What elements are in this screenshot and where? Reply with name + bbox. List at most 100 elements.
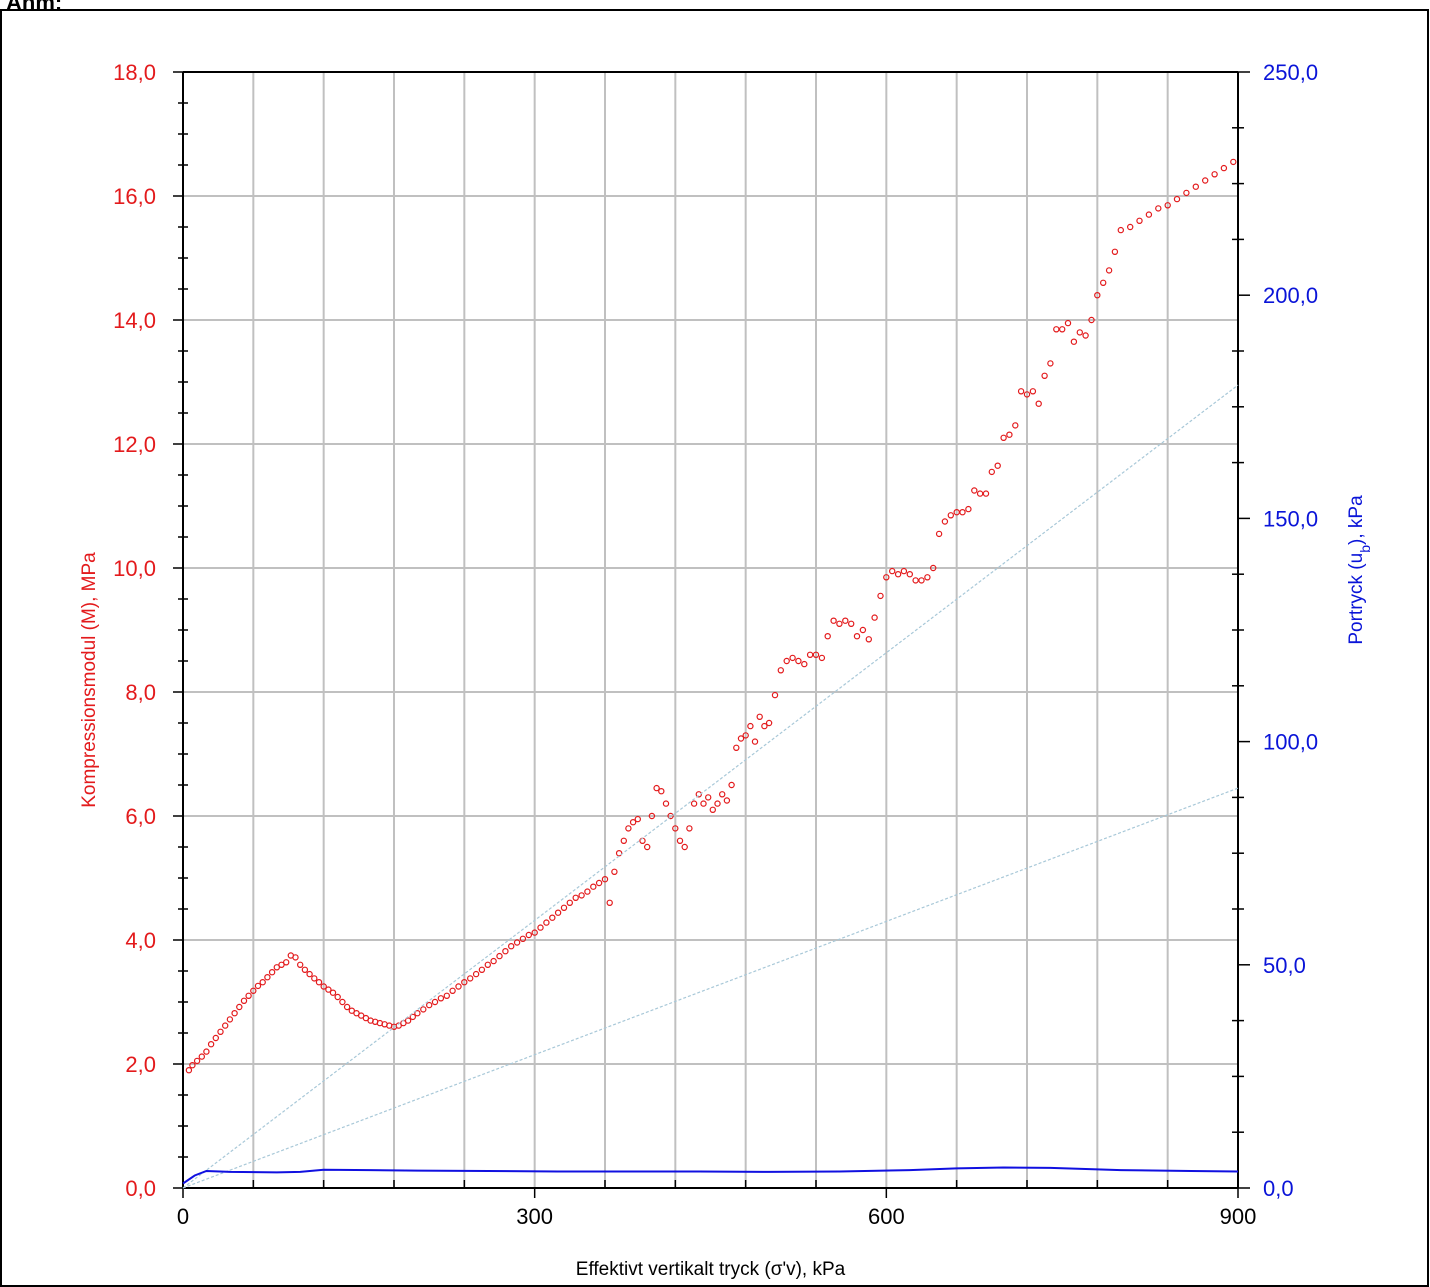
scatter-point bbox=[278, 961, 285, 969]
y-left-tick-label: 6,0 bbox=[125, 804, 156, 829]
x-tick-label: 600 bbox=[868, 1204, 905, 1229]
scatter-point bbox=[292, 954, 299, 961]
scatter-point bbox=[259, 979, 266, 986]
scatter-point bbox=[1145, 211, 1153, 218]
scatter-point bbox=[1192, 183, 1200, 190]
scatter-point bbox=[329, 989, 337, 996]
scatter-point bbox=[719, 791, 726, 798]
y-right-tick-label: 100,0 bbox=[1263, 730, 1318, 755]
scatter-point bbox=[658, 788, 665, 795]
scatter-point bbox=[686, 825, 693, 832]
scatter-point bbox=[496, 952, 503, 960]
scatter-point bbox=[1012, 422, 1019, 429]
scatter-point bbox=[478, 966, 486, 974]
scatter-point bbox=[414, 1010, 421, 1017]
y-left-tick-label: 8,0 bbox=[125, 680, 156, 705]
scatter-point bbox=[426, 1001, 433, 1009]
scatter-point bbox=[1076, 329, 1084, 336]
scatter-point bbox=[502, 948, 509, 955]
scatter-point bbox=[1023, 391, 1031, 398]
scatter-point bbox=[728, 781, 735, 789]
y-right-axis-title: Portryck (ub), kPa bbox=[1346, 495, 1373, 645]
scatter-point bbox=[1029, 388, 1037, 395]
scatter-point bbox=[584, 888, 591, 895]
scatter-point bbox=[1220, 164, 1228, 172]
scatter-point bbox=[437, 995, 445, 1002]
scatter-point bbox=[848, 620, 855, 628]
scatter-point bbox=[254, 982, 262, 990]
scatter-point bbox=[700, 800, 707, 807]
scatter-point bbox=[1099, 279, 1107, 286]
scatter-point bbox=[264, 974, 271, 981]
scatter-point bbox=[830, 617, 837, 624]
scatter-point bbox=[207, 1040, 215, 1048]
scatter-point bbox=[217, 1028, 224, 1036]
scatter-point bbox=[404, 1017, 412, 1024]
x-tick-label: 900 bbox=[1220, 1204, 1257, 1229]
scatter-point bbox=[714, 800, 721, 807]
scatter-point bbox=[709, 806, 717, 814]
scatter-point bbox=[226, 1016, 234, 1023]
scatter-point bbox=[765, 719, 773, 727]
scatter-point bbox=[508, 943, 515, 950]
scatter-point bbox=[1164, 202, 1171, 209]
reference-line bbox=[182, 787, 1239, 1189]
scatter-point bbox=[221, 1022, 229, 1029]
scatter-point bbox=[268, 969, 276, 976]
scatter-point bbox=[742, 732, 749, 739]
y-left-tick-label: 14,0 bbox=[113, 308, 156, 333]
scatter-point bbox=[409, 1013, 416, 1021]
scatter-point bbox=[484, 961, 491, 969]
scatter-point bbox=[245, 992, 252, 1000]
scatter-point bbox=[420, 1006, 427, 1013]
y-left-tick-label: 2,0 bbox=[125, 1052, 156, 1077]
y-left-tick-label: 12,0 bbox=[113, 432, 156, 457]
scatter-point bbox=[648, 812, 656, 820]
scatter-point bbox=[490, 957, 497, 965]
scatter-point bbox=[320, 983, 327, 990]
scatter-point bbox=[971, 487, 978, 494]
scatter-point bbox=[982, 490, 990, 497]
scatter-point bbox=[877, 592, 884, 600]
x-tick-label: 0 bbox=[177, 1204, 189, 1229]
scatter-point bbox=[871, 614, 878, 621]
scatter-point bbox=[1000, 434, 1007, 441]
scatter-point bbox=[959, 509, 966, 516]
scatter-point bbox=[653, 784, 660, 792]
scatter-point bbox=[601, 876, 609, 883]
scatter-point bbox=[513, 939, 521, 946]
scatter-point bbox=[801, 660, 808, 668]
scatter-point bbox=[1136, 217, 1143, 224]
scatter-point bbox=[531, 929, 538, 936]
scatter-point bbox=[662, 800, 670, 807]
scatter-point bbox=[348, 1007, 355, 1014]
scatter-point bbox=[1173, 195, 1181, 203]
y-left-tick-label: 16,0 bbox=[113, 184, 156, 209]
scatter-point bbox=[1126, 223, 1134, 231]
scatter-point bbox=[1082, 332, 1089, 339]
scatter-point bbox=[1111, 248, 1119, 255]
scatter-point bbox=[240, 997, 248, 1005]
scatter-point bbox=[789, 654, 796, 662]
scatter-point bbox=[193, 1057, 201, 1065]
scatter-point bbox=[1201, 177, 1209, 184]
scatter-point bbox=[681, 843, 688, 851]
scatter-point bbox=[777, 667, 785, 674]
reference-line bbox=[182, 384, 1239, 1189]
scatter-point bbox=[590, 883, 597, 890]
scatter-point bbox=[297, 961, 304, 969]
scatter-point bbox=[525, 931, 533, 939]
scatter-point bbox=[578, 892, 585, 899]
scatter-point bbox=[595, 879, 603, 887]
scatter-point bbox=[273, 964, 280, 971]
scatter-point bbox=[1105, 267, 1113, 274]
scatter-point bbox=[806, 651, 814, 659]
scatter-point bbox=[443, 992, 450, 1000]
scatter-point bbox=[672, 825, 679, 832]
scatter-point bbox=[560, 904, 568, 912]
scatter-point bbox=[203, 1048, 210, 1055]
scatter-point bbox=[690, 800, 698, 807]
y-left-tick-label: 0,0 bbox=[125, 1176, 156, 1201]
scatter-point bbox=[695, 791, 703, 798]
scatter-point bbox=[185, 1066, 193, 1074]
